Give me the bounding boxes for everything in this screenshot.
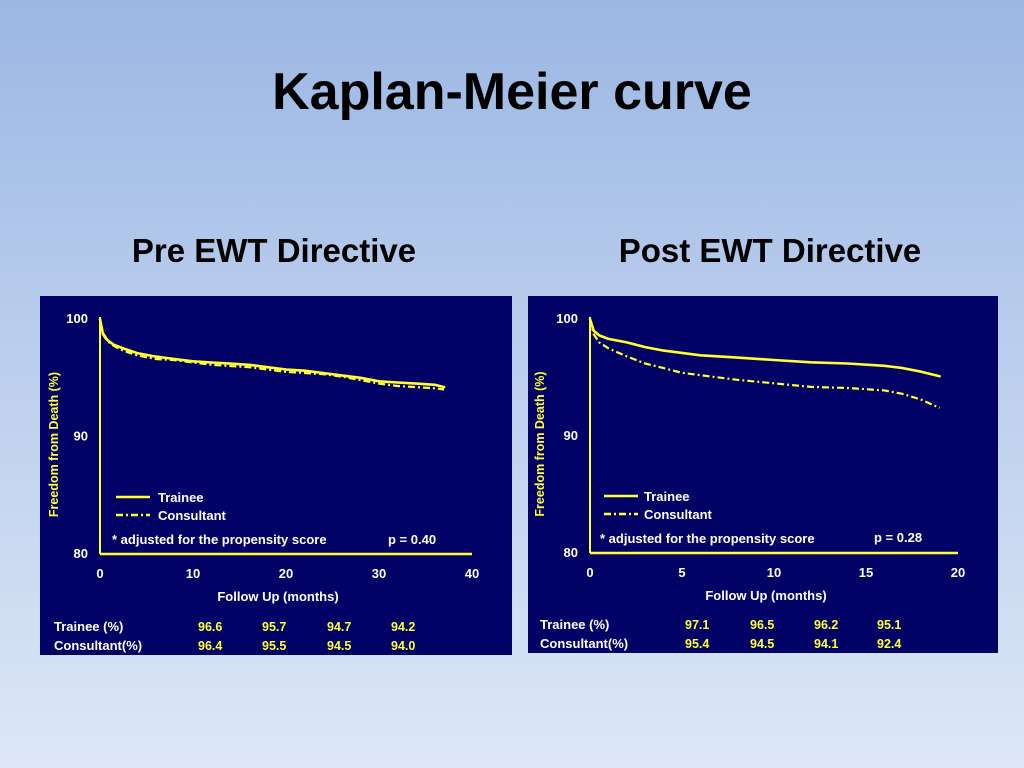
km-chart-post-svg: 80 90 100 0 5 10 15 20 Follow Up (months) Freedom… — [533, 311, 965, 651]
adjustment-note: * adjusted for the propensity score — [112, 532, 327, 547]
series-line-trainee — [98, 317, 446, 389]
x-tick-label: 20 — [279, 566, 293, 581]
x-axis-title: Follow Up (months) — [705, 588, 826, 603]
legend-label: Consultant — [644, 507, 713, 522]
km-chart-post: 80 90 100 0 5 10 15 20 Follow Up (months) Freedom… — [528, 296, 998, 653]
series-line-trainee — [588, 317, 941, 378]
table-row-label: Consultant(%) — [540, 636, 628, 651]
table-row-label: Trainee (%) — [54, 619, 123, 634]
x-tick-label: 0 — [96, 566, 103, 581]
table-row-label: Consultant(%) — [54, 638, 142, 653]
table-cell-value: 95.4 — [685, 637, 709, 651]
slide-title: Kaplan-Meier curve — [272, 63, 752, 121]
series-line-consultant — [98, 318, 445, 391]
table-cell-value: 94.5 — [750, 637, 774, 651]
legend-label: Trainee — [158, 490, 204, 505]
table-cell-value: 94.7 — [327, 620, 351, 634]
series-line-consultant — [588, 318, 941, 409]
y-axis-title: Freedom from Death (%) — [533, 371, 547, 516]
table-cell-value: 95.7 — [262, 620, 286, 634]
table-cell-value: 96.6 — [198, 620, 222, 634]
panel-title-pre: Pre EWT Directive — [131, 232, 417, 269]
km-chart-pre-svg: 80 90 100 0 10 20 30 40 Follow Up (months) Freedo… — [47, 311, 479, 653]
x-tick-label: 5 — [678, 565, 685, 580]
table-cell-value: 97.1 — [685, 618, 709, 632]
y-tick-label: 80 — [564, 545, 578, 560]
x-tick-label: 15 — [859, 565, 873, 580]
p-value-label: p = 0.40 — [388, 532, 436, 547]
y-tick-label: 100 — [556, 311, 578, 326]
x-tick-label: 30 — [372, 566, 386, 581]
y-tick-label: 100 — [66, 311, 88, 326]
table-cell-value: 96.2 — [814, 618, 838, 632]
km-chart-pre: 80 90 100 0 10 20 30 40 Follow Up (months) Freedo… — [40, 296, 512, 655]
x-tick-label: 10 — [767, 565, 781, 580]
x-tick-label: 40 — [465, 566, 479, 581]
panel-title-post: Post EWT Directive — [618, 232, 922, 269]
table-cell-value: 96.4 — [198, 639, 222, 653]
x-axis-title: Follow Up (months) — [217, 589, 338, 604]
table-cell-value: 95.5 — [262, 639, 286, 653]
table-row-label: Trainee (%) — [540, 617, 609, 632]
table-cell-value: 94.1 — [814, 637, 838, 651]
table-cell-value: 94.0 — [391, 639, 415, 653]
legend-label: Consultant — [158, 508, 227, 523]
legend-label: Trainee — [644, 489, 690, 504]
y-axis-title: Freedom from Death (%) — [47, 372, 61, 517]
table-cell-value: 96.5 — [750, 618, 774, 632]
y-tick-label: 80 — [74, 546, 88, 561]
table-cell-value: 94.2 — [391, 620, 415, 634]
adjustment-note: * adjusted for the propensity score — [600, 531, 815, 546]
y-tick-label: 90 — [74, 429, 88, 444]
x-tick-label: 10 — [186, 566, 200, 581]
table-cell-value: 92.4 — [877, 637, 901, 651]
x-tick-label: 20 — [951, 565, 965, 580]
y-tick-label: 90 — [564, 428, 578, 443]
table-cell-value: 94.5 — [327, 639, 351, 653]
table-cell-value: 95.1 — [877, 618, 901, 632]
p-value-label: p = 0.28 — [874, 530, 922, 545]
x-tick-label: 0 — [586, 565, 593, 580]
